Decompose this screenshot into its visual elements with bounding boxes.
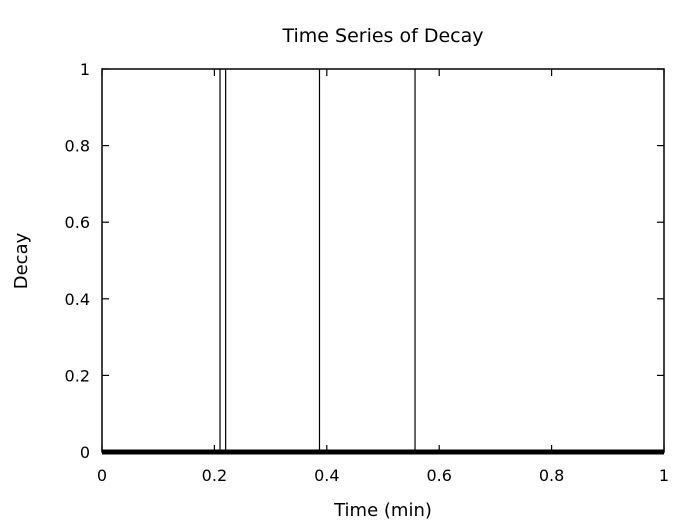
- plot-area: [101, 68, 665, 455]
- x-axis-label: Time (min): [333, 500, 432, 521]
- y-tick-label: 0.6: [65, 213, 90, 232]
- plot-frame: [101, 68, 665, 453]
- x-tick-label: 0.4: [314, 466, 339, 485]
- chart-title: Time Series of Decay: [281, 25, 483, 47]
- y-tick-label: 0.8: [65, 137, 90, 156]
- x-axis: 0 0.2 0.4 0.6 0.8 1: [97, 69, 669, 485]
- y-tick-label: 1: [80, 60, 90, 79]
- x-tick-label: 0.2: [202, 466, 227, 485]
- y-tick-label: 0: [80, 443, 90, 462]
- x-tick-label: 0.8: [539, 466, 564, 485]
- y-axis: 0 0.2 0.4 0.6 0.8 1: [65, 60, 664, 462]
- x-tick-label: 1: [659, 466, 669, 485]
- y-tick-label: 0.2: [65, 366, 90, 385]
- x-tick-label: 0.6: [426, 466, 451, 485]
- y-tick-label: 0.4: [65, 290, 90, 309]
- x-tick-label: 0: [97, 466, 107, 485]
- y-axis-label: Decay: [11, 232, 32, 289]
